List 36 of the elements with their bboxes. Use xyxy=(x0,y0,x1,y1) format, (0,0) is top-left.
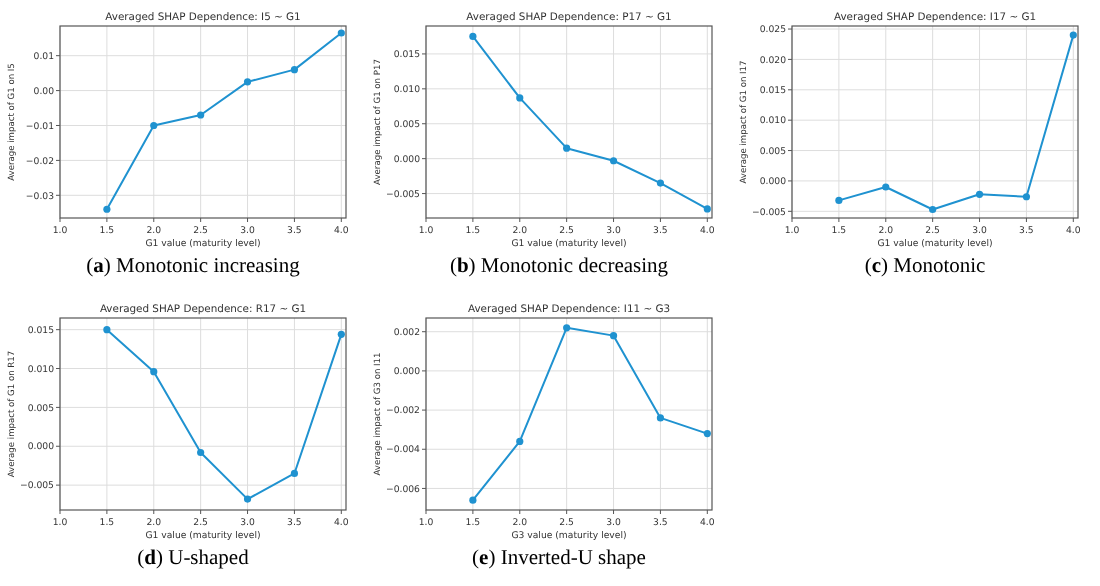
point xyxy=(337,29,345,37)
point xyxy=(835,196,843,204)
point xyxy=(563,324,571,332)
point xyxy=(656,179,665,187)
point xyxy=(703,429,711,438)
point xyxy=(103,326,111,334)
point xyxy=(290,66,299,74)
point xyxy=(469,496,477,504)
line-series xyxy=(103,326,345,503)
text: (d) U-shaped xyxy=(137,548,251,570)
point xyxy=(103,205,111,213)
point xyxy=(703,205,711,213)
text: (b) Monotonic decreasing xyxy=(449,256,670,278)
point xyxy=(609,332,618,340)
text: (c) Monotonic xyxy=(864,256,987,278)
point xyxy=(197,111,205,119)
point xyxy=(1022,193,1031,201)
point xyxy=(609,157,618,165)
point xyxy=(882,183,890,191)
point xyxy=(243,78,252,86)
point xyxy=(563,144,571,152)
text: (a) Monotonic increasing xyxy=(86,256,302,278)
point xyxy=(516,94,524,102)
point xyxy=(150,121,158,130)
point xyxy=(290,469,299,478)
point xyxy=(975,190,984,198)
point xyxy=(150,368,158,376)
text: (e) Inverted-U shape xyxy=(472,548,647,570)
point xyxy=(1069,31,1077,39)
point xyxy=(243,495,252,503)
point xyxy=(469,32,477,41)
point xyxy=(337,330,345,338)
point xyxy=(516,437,524,446)
point xyxy=(197,448,205,457)
point xyxy=(929,205,937,214)
point xyxy=(656,414,665,422)
